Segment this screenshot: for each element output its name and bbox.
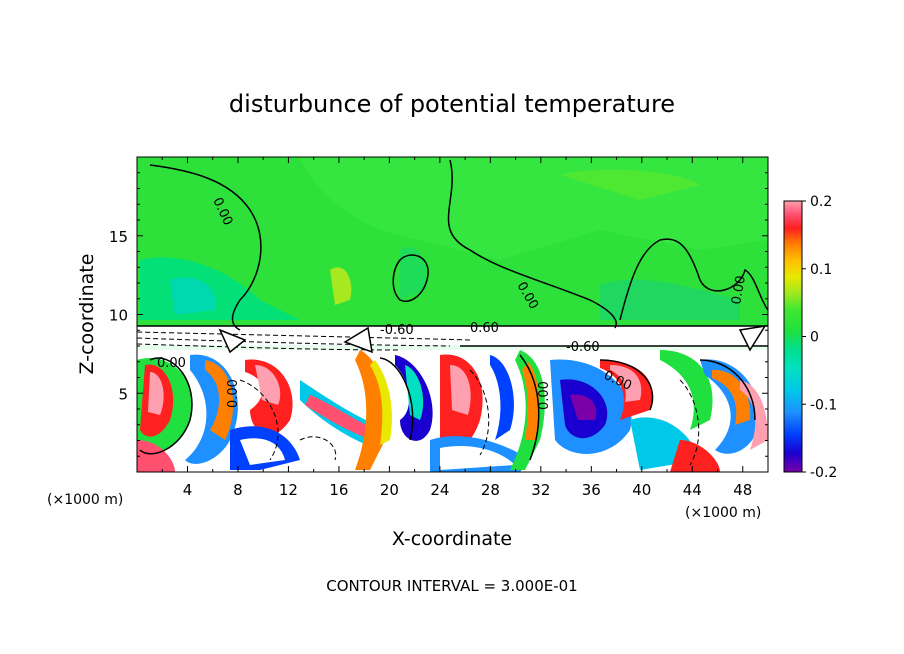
contour-label: -0.60 — [566, 340, 600, 355]
colorbar-ticks: 0.2 0.1 0 -0.1 -0.2 — [802, 194, 837, 481]
colorbar-tick-label: 0 — [810, 330, 819, 346]
x-tick-label: 28 — [481, 481, 500, 499]
y-axis-title: Z-coordinate — [76, 254, 98, 375]
x-tick-label: 4 — [183, 481, 193, 499]
x-tick-label: 48 — [733, 481, 752, 499]
x-axis-title: X-coordinate — [392, 528, 512, 550]
x-tick-label: 40 — [632, 481, 651, 499]
x-axis: 4 8 12 16 20 24 28 32 36 40 44 48 — [161, 157, 752, 499]
contour-label: 0.60 — [470, 321, 499, 336]
x-tick-label: 36 — [582, 481, 601, 499]
contour-interval-note: CONTOUR INTERVAL = 3.000E-01 — [326, 577, 577, 595]
chart-title: disturbunce of potential temperature — [229, 90, 675, 118]
x-tick-label: 20 — [380, 481, 399, 499]
x-tick-label: 44 — [683, 481, 702, 499]
colorbar-tick-label: -0.1 — [810, 397, 837, 413]
colorbar — [783, 200, 803, 473]
contour-label: 0.00 — [537, 381, 552, 410]
x-tick-label: 32 — [531, 481, 550, 499]
y-tick-label: 15 — [109, 228, 128, 246]
x-tick-label: 8 — [233, 481, 243, 499]
colorbar-tick-label: 0.2 — [810, 194, 832, 210]
x-unit-right: (×1000 m) — [685, 505, 761, 521]
contour-label: 0.00 — [226, 379, 241, 408]
heatmap-field: 0.00 0.00 0.00 0.00 0.00 0.00 0.00 -0.60… — [137, 157, 768, 472]
x-tick-label: 24 — [430, 481, 449, 499]
y-axis: 5 10 15 — [109, 172, 768, 457]
colorbar-tick-label: -0.2 — [810, 465, 837, 481]
contour-label: 0.00 — [729, 275, 749, 306]
x-tick-label: 16 — [329, 481, 348, 499]
y-tick-label: 5 — [118, 385, 128, 403]
y-tick-label: 10 — [109, 307, 128, 325]
x-unit-left: (×1000 m) — [47, 492, 123, 508]
contour-label: -0.60 — [380, 323, 414, 338]
contour-label: 0.00 — [157, 356, 186, 371]
colorbar-tick-label: 0.1 — [810, 262, 832, 278]
x-tick-label: 12 — [279, 481, 298, 499]
